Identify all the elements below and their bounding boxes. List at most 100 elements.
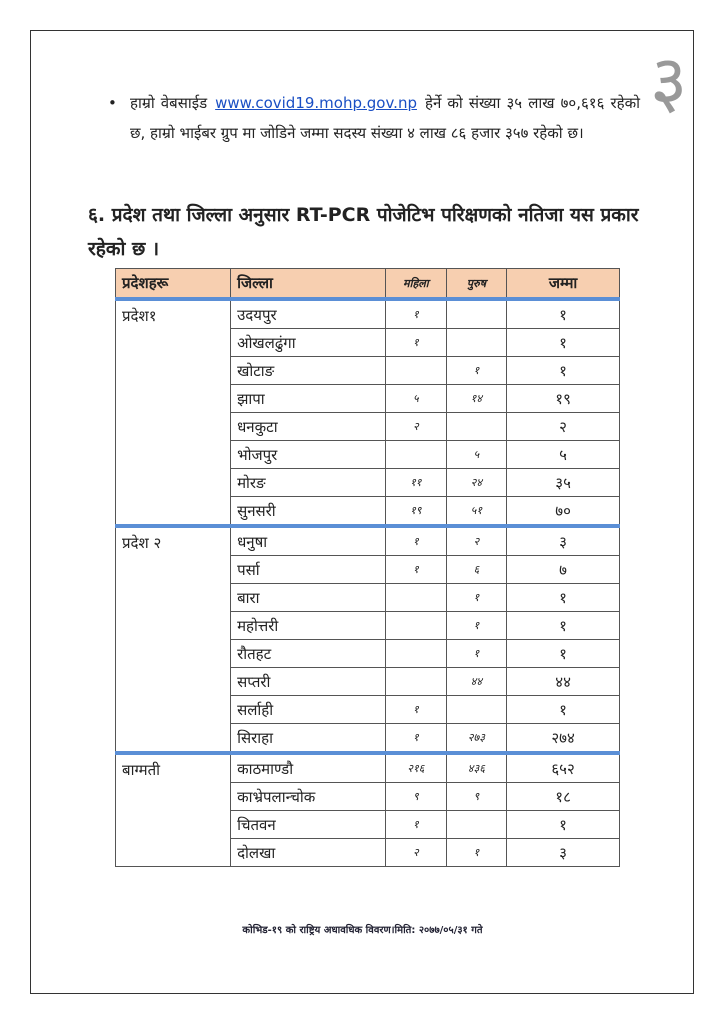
count-cell (445, 695, 508, 724)
district-cell: काठमाण्डौ (230, 751, 386, 783)
count-cell: १९ (506, 384, 620, 413)
count-cell (445, 412, 508, 441)
count-cell (385, 611, 447, 640)
count-cell (445, 328, 508, 357)
data-row: बाग्मती काठमाण्डौ २१६ ४३६ ६५२ (114, 751, 620, 867)
district-cell: उदयपुर (230, 297, 386, 329)
count-cell: १४ (445, 384, 508, 413)
header-cell: जम्मा (506, 268, 620, 300)
district-cell: धनुषा (230, 524, 386, 556)
district-cell: सप्तरी (230, 667, 386, 696)
count-cell: ३ (506, 524, 620, 556)
bullet-text: हाम्रो वेबसाईड (130, 94, 208, 112)
data-row: सिराहा १ २७३ २७४ (116, 723, 620, 754)
data-row: दोलखा २ १ ३ (116, 838, 620, 867)
count-cell: १ (506, 356, 620, 385)
data-row: ओखलढुंगा १ १ (116, 328, 620, 357)
district-cell: खोटाङ (230, 356, 386, 385)
count-cell: ९ (385, 782, 447, 811)
count-cell: १ (506, 695, 620, 724)
count-cell: २१६ (385, 751, 447, 783)
count-cell: १ (385, 695, 447, 724)
data-row: खोटाङ १ १ (116, 356, 620, 385)
count-cell: ११ (385, 468, 447, 497)
bullet-text: हेर्ने को संख्या ३५ लाख ७०,६१६ रहेको छ, … (130, 94, 640, 142)
count-cell: ६५२ (506, 751, 620, 783)
bullet-paragraph: हाम्रो वेबसाईड www.covid19.mohp.gov.npहेर… (108, 88, 640, 148)
header-cell: पुरुष (445, 268, 508, 300)
district-cell: ओखलढुंगा (230, 328, 386, 357)
count-cell: ७ (506, 555, 620, 584)
count-cell: १ (445, 639, 508, 668)
data-row: भोजपुर ५ ५ (116, 440, 620, 469)
data-row: प्रदेश१ उदयपुर १ १ (114, 297, 620, 527)
count-cell: ७० (506, 496, 620, 527)
count-cell: १९ (385, 496, 447, 527)
count-cell: ४४ (445, 667, 508, 696)
count-cell: १ (506, 639, 620, 668)
district-cell: सुनसरी (230, 496, 386, 527)
district-cell: सिराहा (230, 723, 386, 754)
district-cell: झापा (230, 384, 386, 413)
count-cell (385, 583, 447, 612)
count-cell: १ (506, 583, 620, 612)
count-cell (385, 667, 447, 696)
count-cell (385, 440, 447, 469)
district-cell: दोलखा (230, 838, 386, 867)
results-table: प्रदेशहरू जिल्ला महिला पुरुष जम्मा प्रदेश१ उदय… (114, 268, 620, 867)
count-cell (385, 639, 447, 668)
district-cell: चितवन (230, 810, 386, 839)
province-cell: प्रदेश१ (114, 297, 232, 527)
district-cell: महोत्तरी (230, 611, 386, 640)
count-cell: १ (445, 838, 508, 867)
header-cell: प्रदेशहरू (114, 268, 232, 300)
count-cell: १ (506, 297, 620, 329)
district-cell: रौतहट (230, 639, 386, 668)
header-row: प्रदेशहरू जिल्ला महिला पुरुष जम्मा (114, 268, 620, 300)
count-cell: २ (506, 412, 620, 441)
count-cell: १ (385, 810, 447, 839)
count-cell: १ (506, 328, 620, 357)
district-cell: बारा (230, 583, 386, 612)
count-cell: १ (445, 356, 508, 385)
count-cell (445, 297, 508, 329)
count-cell: ५ (445, 440, 508, 469)
count-cell: १ (385, 555, 447, 584)
district-cell: भोजपुर (230, 440, 386, 469)
data-row: पर्सा १ ६ ७ (116, 555, 620, 584)
province-cell: प्रदेश २ (114, 524, 232, 754)
count-cell: १८ (506, 782, 620, 811)
count-cell: ४४ (506, 667, 620, 696)
website-link[interactable]: www.covid19.mohp.gov.np (215, 94, 417, 112)
province-cell: बाग्मती (114, 751, 232, 867)
count-cell: ६ (445, 555, 508, 584)
district-cell: पर्सा (230, 555, 386, 584)
header-cell: महिला (385, 268, 447, 300)
count-cell: ९ (445, 782, 508, 811)
data-row: मोरङ ११ २४ ३५ (116, 468, 620, 497)
count-cell (445, 810, 508, 839)
count-cell: २ (445, 524, 508, 556)
count-cell: ३ (506, 838, 620, 867)
count-cell (385, 356, 447, 385)
count-cell: २४ (445, 468, 508, 497)
count-cell: ५ (385, 384, 447, 413)
count-cell: ३५ (506, 468, 620, 497)
district-cell: सर्लाही (230, 695, 386, 724)
footer: कोभिड-१९ को राष्ट्रिय अधावधिक विवरण।मिति… (242, 925, 483, 936)
count-cell: ४३६ (445, 751, 508, 783)
data-row: काभ्रेपलान्चोक ९ ९ १८ (116, 782, 620, 811)
data-row: प्रदेश २ धनुषा १ २ ३ (114, 524, 620, 754)
count-cell: २७३ (445, 723, 508, 754)
count-cell: १ (506, 810, 620, 839)
district-cell: धनकुटा (230, 412, 386, 441)
page-border (30, 30, 694, 994)
district-cell: मोरङ (230, 468, 386, 497)
data-row: धनकुटा २ २ (116, 412, 620, 441)
data-row: चितवन १ १ (116, 810, 620, 839)
count-cell: २ (385, 412, 447, 441)
count-cell: १ (445, 611, 508, 640)
section-heading: ६. प्रदेश तथा जिल्ला अनुसार RT-PCR पोजेट… (88, 204, 639, 260)
count-cell: १ (385, 297, 447, 329)
